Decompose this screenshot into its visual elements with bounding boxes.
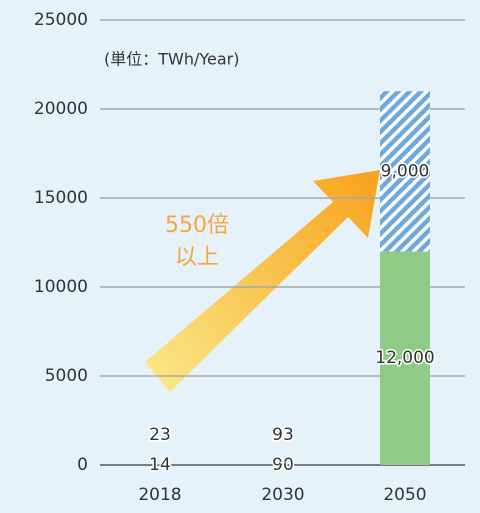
bar-segment bbox=[380, 91, 430, 252]
x-tick-label: 2018 bbox=[138, 485, 181, 505]
y-tick-label: 15000 bbox=[34, 188, 88, 208]
growth-arrow bbox=[145, 170, 380, 392]
y-tick-label: 20000 bbox=[34, 99, 88, 119]
x-tick-label: 2030 bbox=[261, 485, 304, 505]
value-label: 9,000 bbox=[381, 161, 430, 181]
value-label: 12,000 bbox=[375, 348, 434, 368]
bar-segment bbox=[380, 251, 430, 465]
value-label: 14 bbox=[149, 455, 171, 475]
value-label: 90 bbox=[272, 455, 294, 475]
value-label: 23 bbox=[149, 425, 171, 445]
annotation: 以上 bbox=[175, 245, 219, 270]
bar-segment bbox=[280, 463, 286, 465]
y-tick-label: 5000 bbox=[45, 366, 88, 386]
bar-segment bbox=[280, 461, 286, 464]
value-label: 93 bbox=[272, 425, 294, 445]
y-tick-label: 10000 bbox=[34, 277, 88, 297]
x-tick-label: 2050 bbox=[383, 485, 426, 505]
y-tick-label: 0 bbox=[77, 455, 88, 475]
y-tick-label: 25000 bbox=[34, 10, 88, 30]
annotation: 550倍 bbox=[165, 213, 229, 238]
unit-label: (単位：TWh/Year) bbox=[104, 50, 240, 69]
